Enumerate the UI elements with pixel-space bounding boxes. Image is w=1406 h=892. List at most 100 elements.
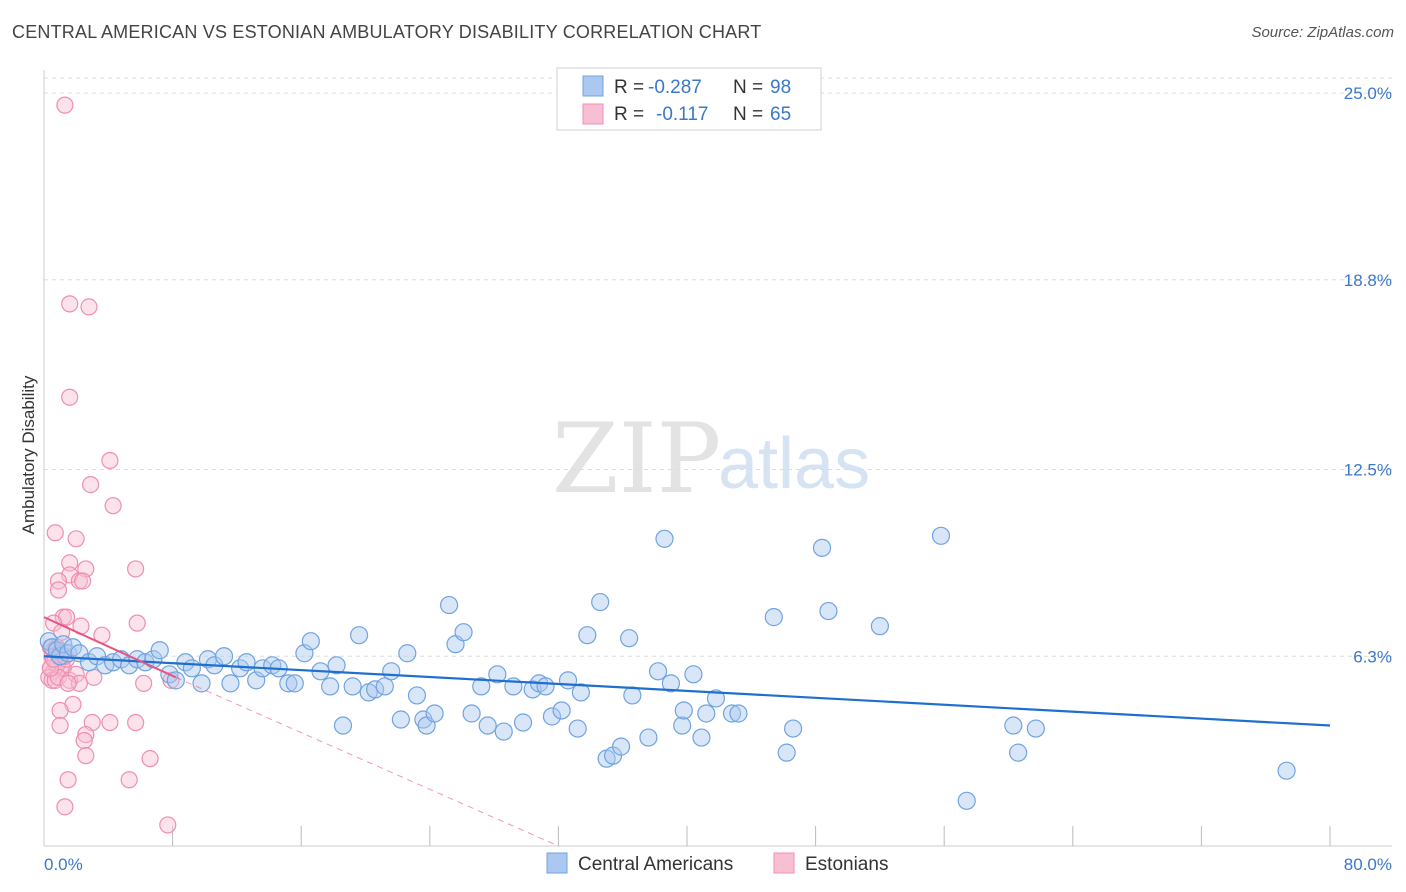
central-american-point <box>639 728 658 747</box>
central-american-point <box>214 647 234 666</box>
central-american-point <box>285 674 304 693</box>
estonian-point <box>75 731 93 750</box>
estonian-point <box>59 674 77 692</box>
y-tick-label: 6.3% <box>1353 647 1392 666</box>
estonian-point <box>77 747 95 765</box>
bottom-legend-swatch-central-americans <box>546 852 568 874</box>
central-american-point <box>568 719 587 738</box>
central-american-point <box>391 710 410 729</box>
grid-lines <box>44 77 1392 657</box>
estonian-point <box>46 524 64 542</box>
central-american-point <box>661 674 681 693</box>
central-american-point <box>722 704 742 723</box>
trend-lines <box>43 616 1331 847</box>
central-american-point <box>558 671 578 690</box>
central-american-point <box>819 601 838 621</box>
central-american-point <box>870 617 890 636</box>
central-american-point <box>684 665 703 684</box>
central-american-point <box>552 701 571 720</box>
legend-r-label-1: R = <box>614 77 644 98</box>
estonian-point <box>56 96 74 114</box>
central-american-point <box>674 701 693 720</box>
central-american-point <box>931 526 951 545</box>
y-tick-label: 25.0% <box>1344 84 1392 103</box>
central-american-point <box>648 662 668 681</box>
central-american-point <box>343 677 362 696</box>
y-tick-label: 18.8% <box>1344 271 1392 290</box>
central-american-point <box>957 791 976 810</box>
y-axis-label: Ambulatory Disability <box>19 375 38 534</box>
central-american-point <box>812 538 832 557</box>
central-american-point <box>321 677 340 696</box>
central-american-point <box>407 686 427 705</box>
estonian-point <box>104 497 122 515</box>
legend-swatch-central-americans <box>582 75 604 97</box>
central-american-point <box>706 689 726 708</box>
central-american-point <box>472 677 491 696</box>
central-american-point <box>333 716 353 735</box>
central-american-point <box>192 674 211 693</box>
central-american-point <box>494 722 513 741</box>
central-american-point <box>764 608 783 627</box>
estonian-point <box>80 298 98 316</box>
estonian-point <box>49 572 68 590</box>
watermark-zip: ZIP <box>552 403 721 515</box>
central-american-point <box>327 656 346 675</box>
central-american-point <box>398 644 417 663</box>
central-american-point <box>454 623 473 642</box>
estonian-point <box>41 659 60 677</box>
estonian-point <box>61 295 79 313</box>
central-american-point <box>591 592 610 612</box>
x-tick-label-max: 80.0% <box>1344 855 1392 874</box>
estonian-point <box>56 798 74 816</box>
central-american-point <box>777 743 796 762</box>
chart-title: CENTRAL AMERICAN VS ESTONIAN AMBULATORY … <box>12 22 762 42</box>
legend-r-value-1: -0.287 <box>648 77 702 98</box>
estonian-point <box>82 475 100 494</box>
estonian-point <box>61 388 79 406</box>
estonians-points <box>40 96 180 834</box>
central-american-point <box>425 704 444 723</box>
central-american-point <box>623 686 642 705</box>
central-american-point <box>301 632 320 651</box>
central-american-point <box>571 683 591 702</box>
legend-n-value-2: 65 <box>770 104 791 125</box>
central-american-point <box>279 674 298 693</box>
central-american-point <box>375 677 394 696</box>
estonian-point <box>128 614 146 632</box>
central-american-point <box>697 704 716 723</box>
estonian-point <box>61 554 79 572</box>
estonian-point <box>101 451 119 470</box>
estonians-trend-line <box>43 616 177 679</box>
central-american-point <box>620 629 639 648</box>
stats-legend: R = -0.287 N = 98 R = -0.117 N = 65 <box>556 67 822 131</box>
central-american-point <box>1277 761 1296 780</box>
central-american-point <box>349 626 369 645</box>
central-american-point <box>150 641 169 660</box>
series-legend: Central Americans Estonians <box>546 852 888 875</box>
estonian-point <box>135 674 153 692</box>
central-american-point <box>578 626 597 645</box>
estonian-point <box>51 716 69 735</box>
legend-n-value-1: 98 <box>770 77 791 98</box>
estonian-point <box>127 713 145 732</box>
estonian-point <box>127 560 145 578</box>
estonian-point <box>77 725 95 744</box>
central-american-point <box>536 677 555 696</box>
central-american-point <box>488 665 507 684</box>
estonian-point <box>159 816 177 834</box>
bottom-legend-label-central-americans: Central Americans <box>578 854 733 875</box>
legend-r-value-2: -0.117 <box>656 104 708 125</box>
central-american-point <box>1004 716 1023 735</box>
y-tick-labels: 6.3% 12.5% 18.8% 25.0% <box>1344 84 1392 666</box>
central-american-point <box>182 659 201 678</box>
x-ticks <box>172 826 1331 846</box>
central-american-point <box>462 704 481 723</box>
estonian-point <box>101 713 119 732</box>
central-americans-points <box>39 526 1296 810</box>
central-american-point <box>382 662 401 681</box>
central-american-point <box>1009 743 1028 762</box>
estonians-trend-extension <box>175 676 559 847</box>
central-american-point <box>729 704 748 723</box>
